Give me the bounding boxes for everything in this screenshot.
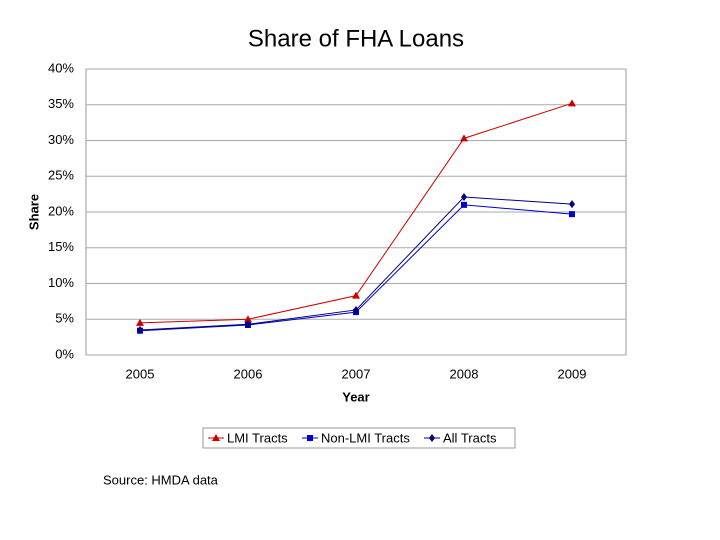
legend-box: [202, 427, 516, 449]
y-tick-label: 10%: [48, 275, 74, 290]
x-axis-title: Year: [342, 389, 369, 404]
x-tick-label: 2007: [342, 366, 371, 381]
legend-marker: [429, 434, 435, 442]
y-axis-title: Share: [26, 194, 41, 230]
marker: [568, 99, 576, 107]
marker: [569, 200, 575, 209]
chart-title: Share of FHA Loans: [248, 25, 464, 52]
x-tick-label: 2008: [450, 366, 479, 381]
y-tick-label: 30%: [48, 132, 74, 147]
y-tick-label: 40%: [48, 60, 74, 75]
marker: [137, 325, 143, 334]
marker: [245, 320, 251, 329]
marker: [460, 134, 468, 142]
y-tick-label: 25%: [48, 168, 74, 183]
x-tick-label: 2009: [558, 366, 587, 381]
y-tick-label: 20%: [48, 203, 74, 218]
y-tick-label: 35%: [48, 96, 74, 111]
y-tick-label: 0%: [55, 346, 74, 361]
series-line: [139, 102, 573, 324]
legend-label: All Tracts: [443, 430, 497, 445]
marker: [136, 318, 144, 326]
marker: [353, 305, 359, 314]
legend-marker: [212, 434, 220, 441]
marker: [461, 192, 467, 201]
marker: [244, 315, 252, 323]
x-tick-label: 2005: [126, 366, 155, 381]
y-tick-label: 5%: [55, 311, 74, 326]
marker: [461, 201, 467, 208]
marker: [569, 211, 575, 218]
legend-label: Non-LMI Tracts: [321, 430, 410, 445]
legend-marker: [307, 435, 313, 441]
marker: [352, 291, 360, 299]
x-tick-label: 2006: [234, 366, 263, 381]
legend-label: LMI Tracts: [227, 430, 288, 445]
y-tick-label: 15%: [48, 239, 74, 254]
source-note: Source: HMDA data: [103, 472, 219, 487]
